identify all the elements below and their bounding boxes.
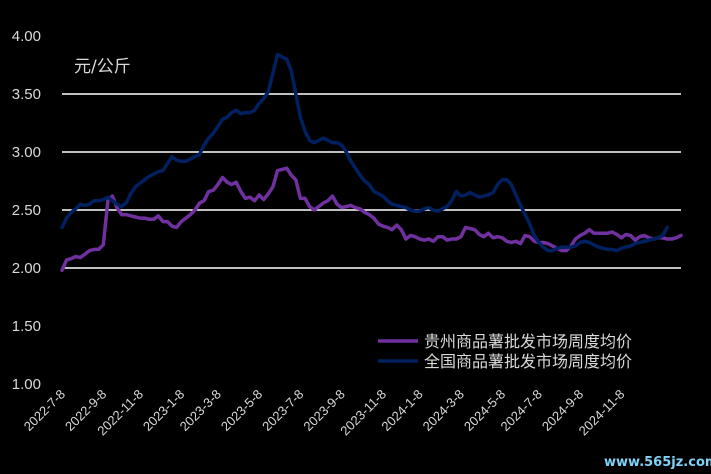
unit-label: 元/公斤 — [74, 57, 131, 77]
series-line-national — [60, 52, 669, 253]
y-tick-label: 4.00 — [12, 28, 41, 45]
y-tick-label: 1.00 — [12, 376, 41, 393]
x-tick-label: 2024-11-8 — [576, 387, 628, 439]
x-tick-label: 2024-3-8 — [420, 387, 467, 434]
series-line-guizhou — [60, 166, 683, 273]
watermark: www.565jz.com — [604, 455, 711, 470]
y-tick-label: 2.00 — [12, 260, 41, 277]
x-tick-label: 2023-7-8 — [259, 387, 306, 434]
series-lines — [60, 52, 683, 273]
y-tick-label: 2.50 — [12, 202, 41, 219]
y-tick-label: 3.50 — [12, 86, 41, 103]
x-tick-label: 2023-11-8 — [337, 387, 389, 439]
legend: 贵州商品薯批发市场周度均价 全国商品薯批发市场周度均价 — [378, 332, 632, 371]
gridlines — [62, 93, 681, 269]
y-tick-label: 1.50 — [12, 318, 41, 335]
x-tick-label: 2022-7-8 — [21, 387, 68, 434]
y-tick-label: 3.00 — [12, 144, 41, 161]
x-tick-label: 2023-5-8 — [218, 387, 265, 434]
legend-label-national: 全国商品薯批发市场周度均价 — [424, 352, 632, 371]
y-axis-ticks: 4.00 3.50 3.00 2.50 2.00 1.50 1.00 — [12, 28, 41, 393]
x-axis-ticks: 2022-7-82022-9-82022-11-82023-1-82023-3-… — [21, 387, 628, 439]
legend-label-guizhou: 贵州商品薯批发市场周度均价 — [424, 332, 632, 351]
